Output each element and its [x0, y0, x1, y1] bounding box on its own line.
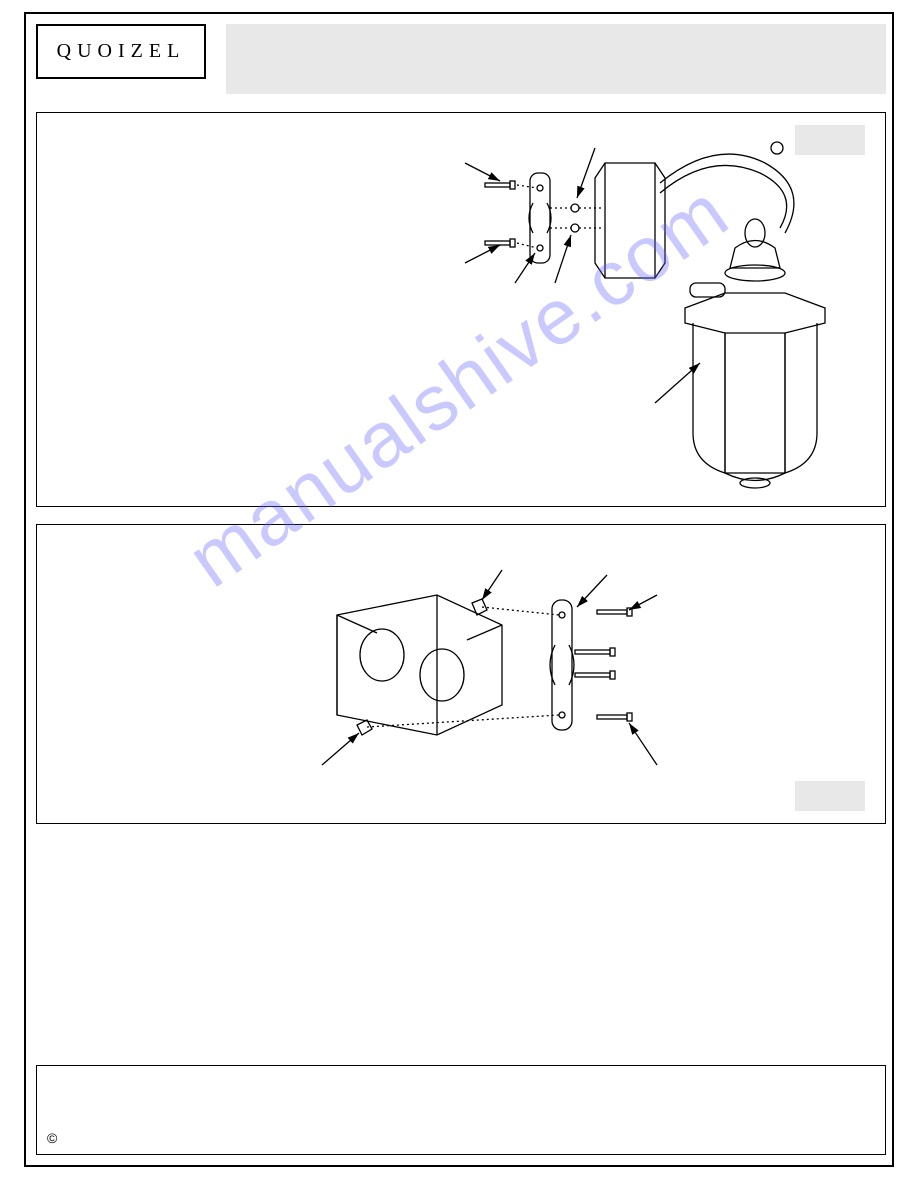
header-row: QUOIZEL	[36, 24, 886, 94]
footer-box: ©	[36, 1065, 886, 1155]
title-bar	[226, 24, 886, 94]
brand-text: QUOIZEL	[57, 40, 186, 63]
figure-1-lantern	[455, 133, 855, 503]
page-frame: QUOIZEL	[24, 12, 894, 1167]
figure-2-junction-box	[277, 555, 697, 795]
copyright-symbol: ©	[47, 1130, 57, 1146]
step-1-panel	[36, 112, 886, 507]
step-2-panel	[36, 524, 886, 824]
step-2-badge	[795, 781, 865, 811]
brand-logo: QUOIZEL	[36, 24, 206, 79]
